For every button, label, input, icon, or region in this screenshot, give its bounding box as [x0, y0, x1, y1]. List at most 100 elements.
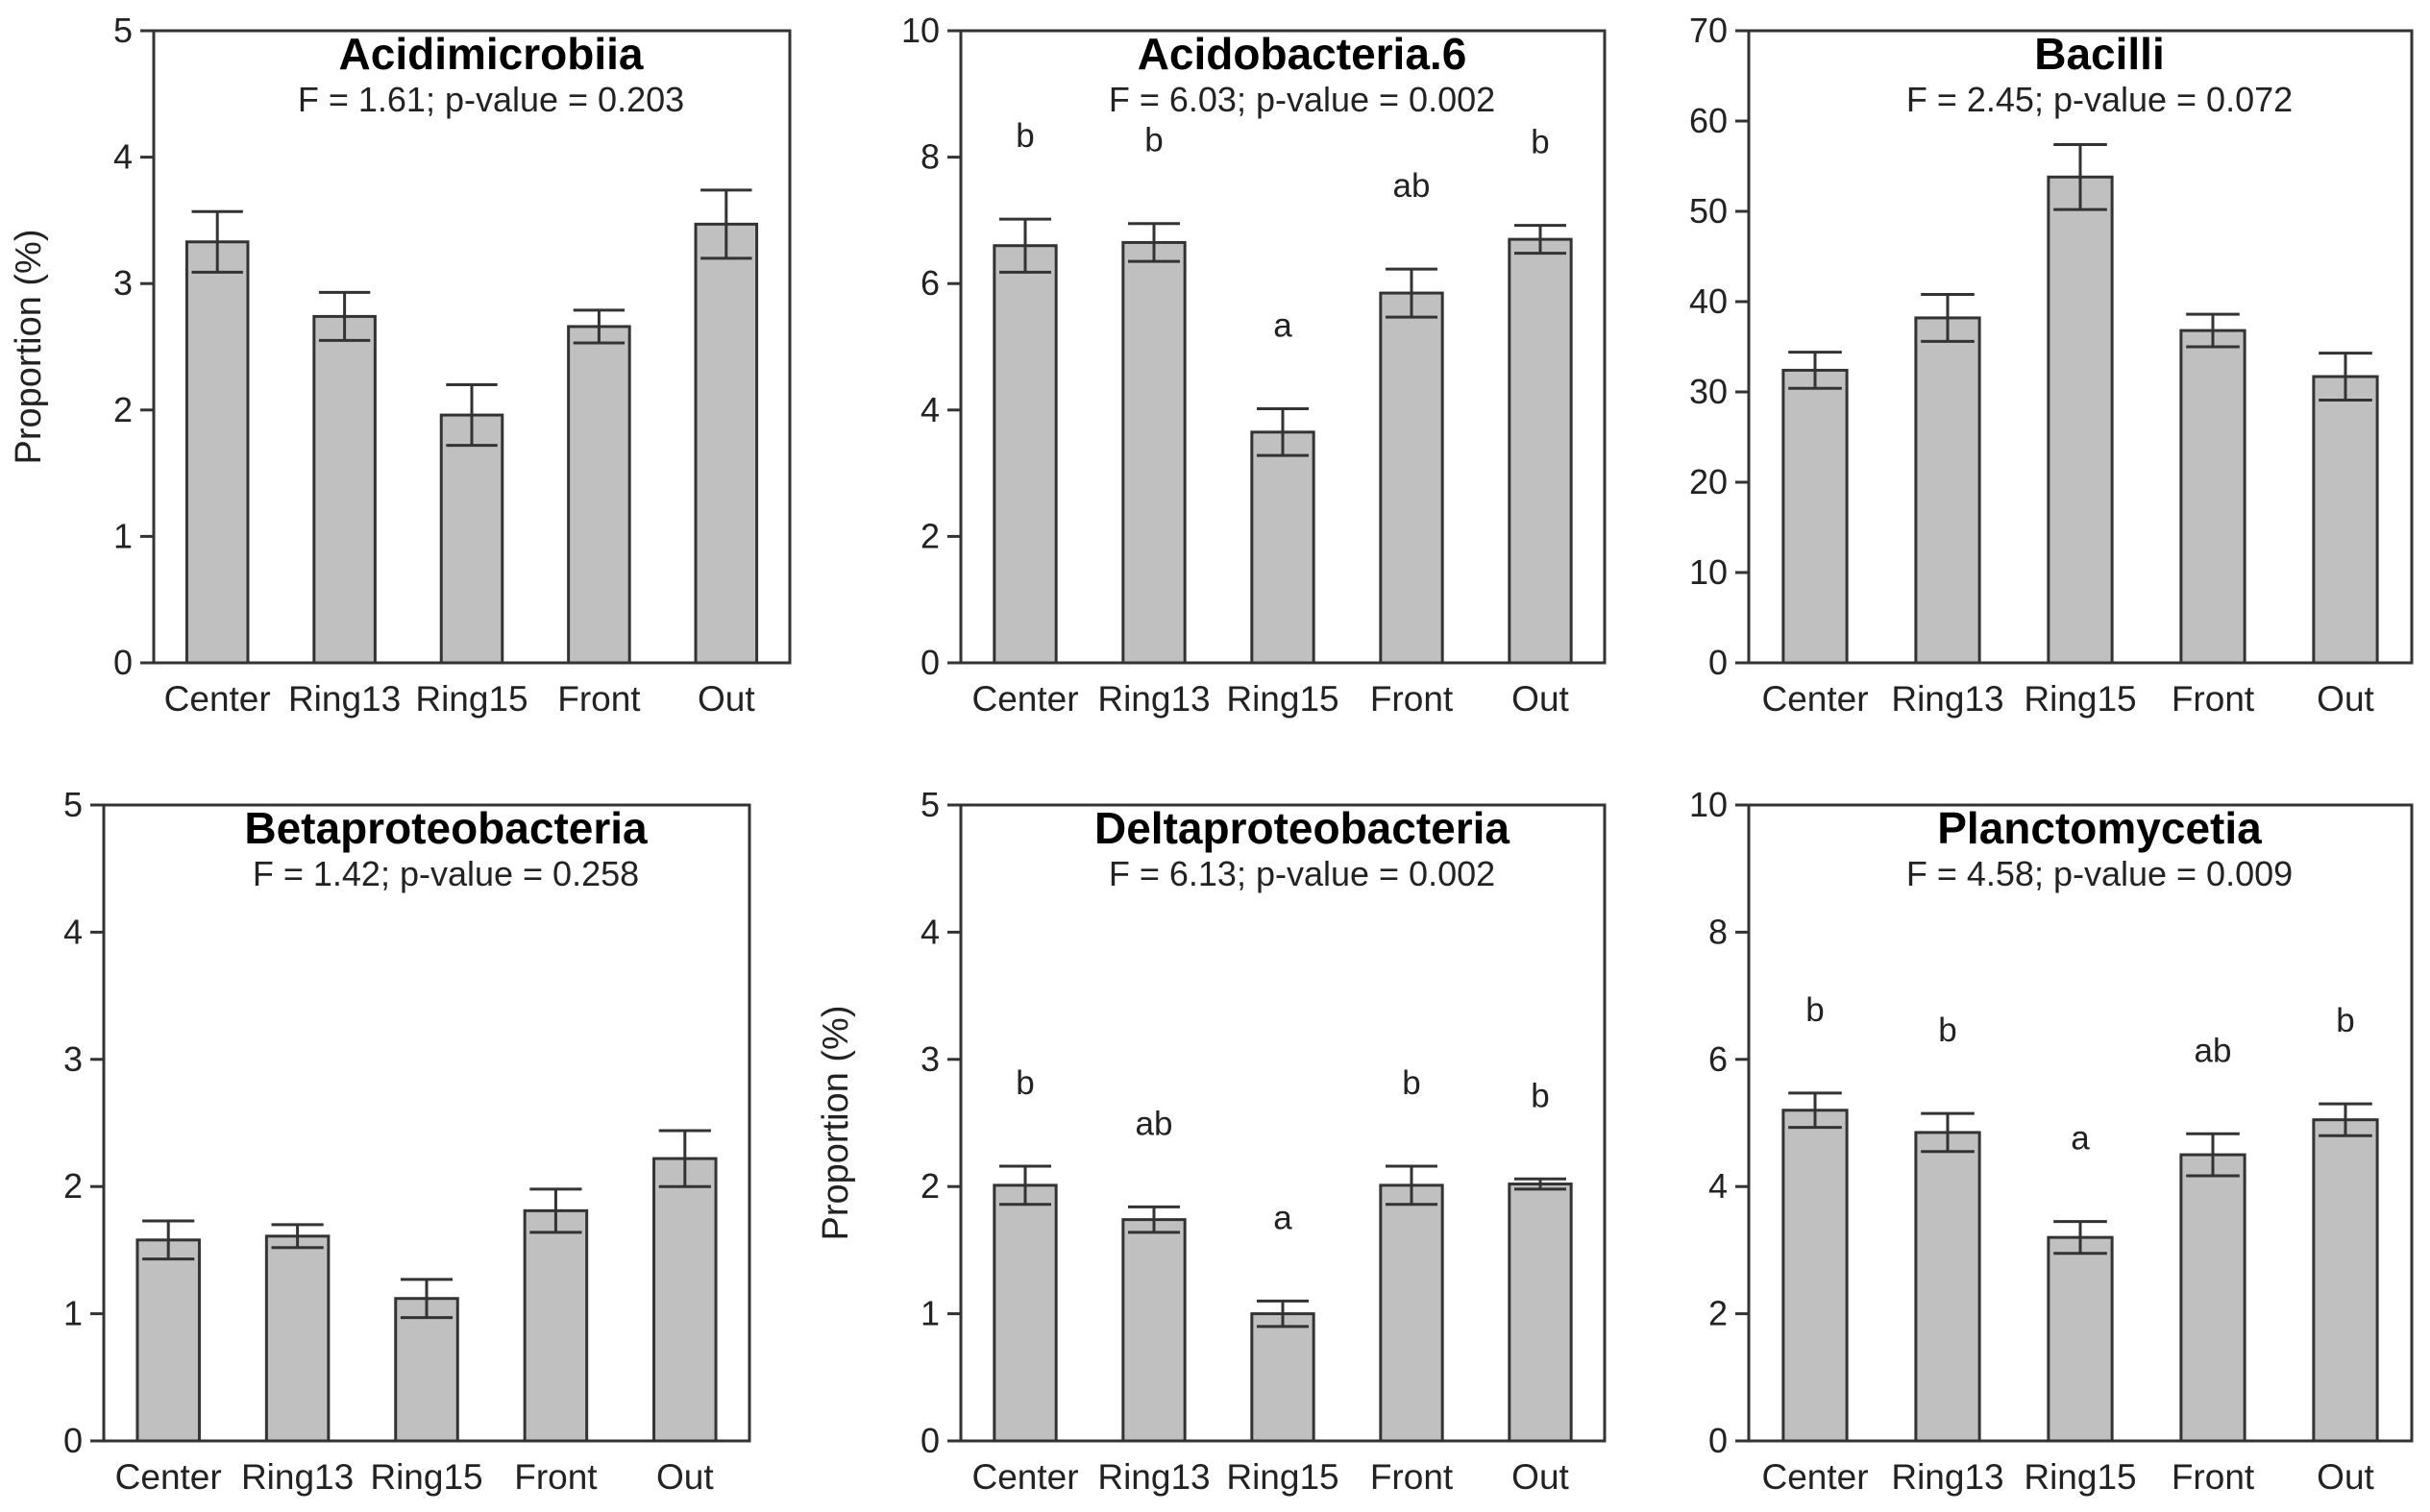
- plot-frame: [959, 803, 1607, 1443]
- bar: [2047, 175, 2114, 665]
- y-tick-label: 2: [63, 1166, 83, 1206]
- plot-frame: [1747, 803, 2414, 1443]
- y-tick-label: 3: [63, 1039, 83, 1079]
- x-tick-label: Ring15: [370, 1457, 482, 1497]
- x-tick-label: Ring15: [415, 679, 528, 719]
- chart-title: Acidobacteria.6: [1138, 29, 1467, 79]
- y-tick-label: 40: [1689, 281, 1728, 321]
- x-tick-label: Front: [2172, 1457, 2255, 1497]
- y-tick-label: 3: [920, 1039, 940, 1079]
- bar: [184, 240, 250, 665]
- y-tick-label: 10: [1689, 785, 1728, 824]
- significance-letter: b: [1016, 1064, 1034, 1102]
- y-tick-label: 2: [920, 516, 940, 555]
- chart-panel: b Center b Ring13 a Ring15 ab Front b Out 0 2 4 6 8 10 A…: [901, 11, 1607, 719]
- y-tick-label: 20: [1689, 462, 1728, 501]
- bar: [1508, 237, 1573, 665]
- bar: [993, 1183, 1058, 1443]
- bar: [439, 413, 504, 665]
- chart-title: Acidimicrobiia: [339, 29, 644, 79]
- y-tick-label: 50: [1689, 191, 1728, 231]
- y-tick-label: 0: [1708, 1421, 1728, 1460]
- bar: [2179, 329, 2246, 665]
- chart-title: Planctomycetia: [1937, 803, 2262, 853]
- bar: [652, 1157, 718, 1443]
- x-tick-label: Center: [1761, 1457, 1868, 1497]
- chart-title: Betaproteobacteria: [244, 803, 648, 853]
- x-tick-label: Out: [2317, 679, 2374, 719]
- x-tick-label: Front: [557, 679, 641, 719]
- y-tick-label: 4: [920, 912, 940, 951]
- chart-subtitle: F = 6.13; p-value = 0.002: [1109, 854, 1495, 893]
- y-tick-label: 70: [1689, 11, 1728, 50]
- x-tick-label: Front: [1370, 1457, 1454, 1497]
- y-tick-label: 4: [63, 912, 83, 951]
- plot-frame: [959, 29, 1607, 665]
- x-tick-label: Center: [164, 679, 271, 719]
- significance-letter: b: [1531, 124, 1549, 161]
- x-tick-label: Out: [1511, 679, 1569, 719]
- chart-subtitle: F = 2.45; p-value = 0.072: [1906, 80, 2293, 119]
- plot-frame: [1747, 29, 2414, 665]
- bar: [2179, 1153, 2246, 1443]
- y-tick-label: 8: [920, 137, 940, 177]
- chart-panel: Center Ring13 Ring15 Front Out 0 10 20 30 40 50 60 7…: [1689, 11, 2414, 719]
- significance-letter: b: [1938, 1012, 1956, 1049]
- x-tick-label: Out: [698, 679, 755, 719]
- y-tick-label: 10: [1689, 552, 1728, 592]
- y-tick-label: 60: [1689, 101, 1728, 140]
- y-tick-label: 4: [1708, 1166, 1728, 1206]
- bar: [394, 1297, 459, 1443]
- x-tick-label: Ring13: [241, 1457, 354, 1497]
- x-tick-label: Ring13: [1891, 1457, 2003, 1497]
- y-tick-label: 5: [63, 785, 83, 824]
- y-tick-label: 6: [1708, 1039, 1728, 1079]
- y-tick-label: 3: [113, 263, 133, 303]
- bar: [993, 244, 1058, 665]
- bar: [1121, 240, 1187, 665]
- x-tick-label: Ring15: [2024, 1457, 2136, 1497]
- x-tick-label: Front: [2172, 679, 2255, 719]
- chart-subtitle: F = 1.42; p-value = 0.258: [253, 854, 639, 893]
- significance-letter: ab: [1136, 1105, 1173, 1142]
- y-tick-label: 1: [113, 516, 133, 555]
- x-tick-label: Center: [115, 1457, 222, 1497]
- chart-panel: b Center ab Ring13 a Ring15 b Front b Out 0 1 2 3 4 5 De…: [816, 785, 1607, 1497]
- bar: [1379, 291, 1444, 665]
- chart-title: Bacilli: [2034, 29, 2165, 79]
- bar: [1508, 1183, 1573, 1443]
- y-tick-label: 2: [113, 390, 133, 429]
- x-tick-label: Front: [514, 1457, 598, 1497]
- y-tick-label: 5: [113, 11, 133, 50]
- bar: [1781, 368, 1849, 665]
- significance-letter: b: [2336, 1002, 2354, 1039]
- x-tick-label: Out: [1511, 1457, 1569, 1497]
- y-tick-label: 10: [901, 11, 940, 50]
- y-axis-label: Proportion (%): [816, 1006, 856, 1241]
- y-tick-label: 8: [1708, 912, 1728, 951]
- x-tick-label: Ring15: [2024, 679, 2136, 719]
- x-tick-label: Center: [1761, 679, 1868, 719]
- chart-panel: b Center b Ring13 a Ring15 ab Front b Out 0 2 4 6 8 10 P…: [1689, 785, 2414, 1497]
- bar: [135, 1238, 201, 1443]
- y-tick-label: 1: [920, 1294, 940, 1333]
- bar: [312, 314, 377, 665]
- y-tick-label: 0: [920, 643, 940, 682]
- bar: [2312, 375, 2379, 665]
- x-tick-label: Out: [2317, 1457, 2374, 1497]
- chart-subtitle: F = 4.58; p-value = 0.009: [1906, 854, 2293, 893]
- x-tick-label: Ring15: [1226, 679, 1338, 719]
- significance-letter: a: [1273, 1199, 1292, 1236]
- x-tick-label: Out: [656, 1457, 714, 1497]
- bar: [1250, 430, 1315, 665]
- chart-panel: Center Ring13 Ring15 Front Out 0 1 2 3 4 5 Acidimic…: [9, 11, 792, 719]
- x-tick-label: Front: [1370, 679, 1454, 719]
- bar: [2312, 1118, 2379, 1443]
- significance-letter: b: [1805, 991, 1824, 1029]
- x-tick-label: Ring13: [1891, 679, 2003, 719]
- y-tick-label: 0: [63, 1421, 83, 1460]
- significance-letter: ab: [2195, 1032, 2232, 1069]
- chart-panel: Center Ring13 Ring15 Front Out 0 1 2 3 4 5 Betaprot…: [63, 785, 751, 1497]
- significance-letter: ab: [1393, 167, 1431, 205]
